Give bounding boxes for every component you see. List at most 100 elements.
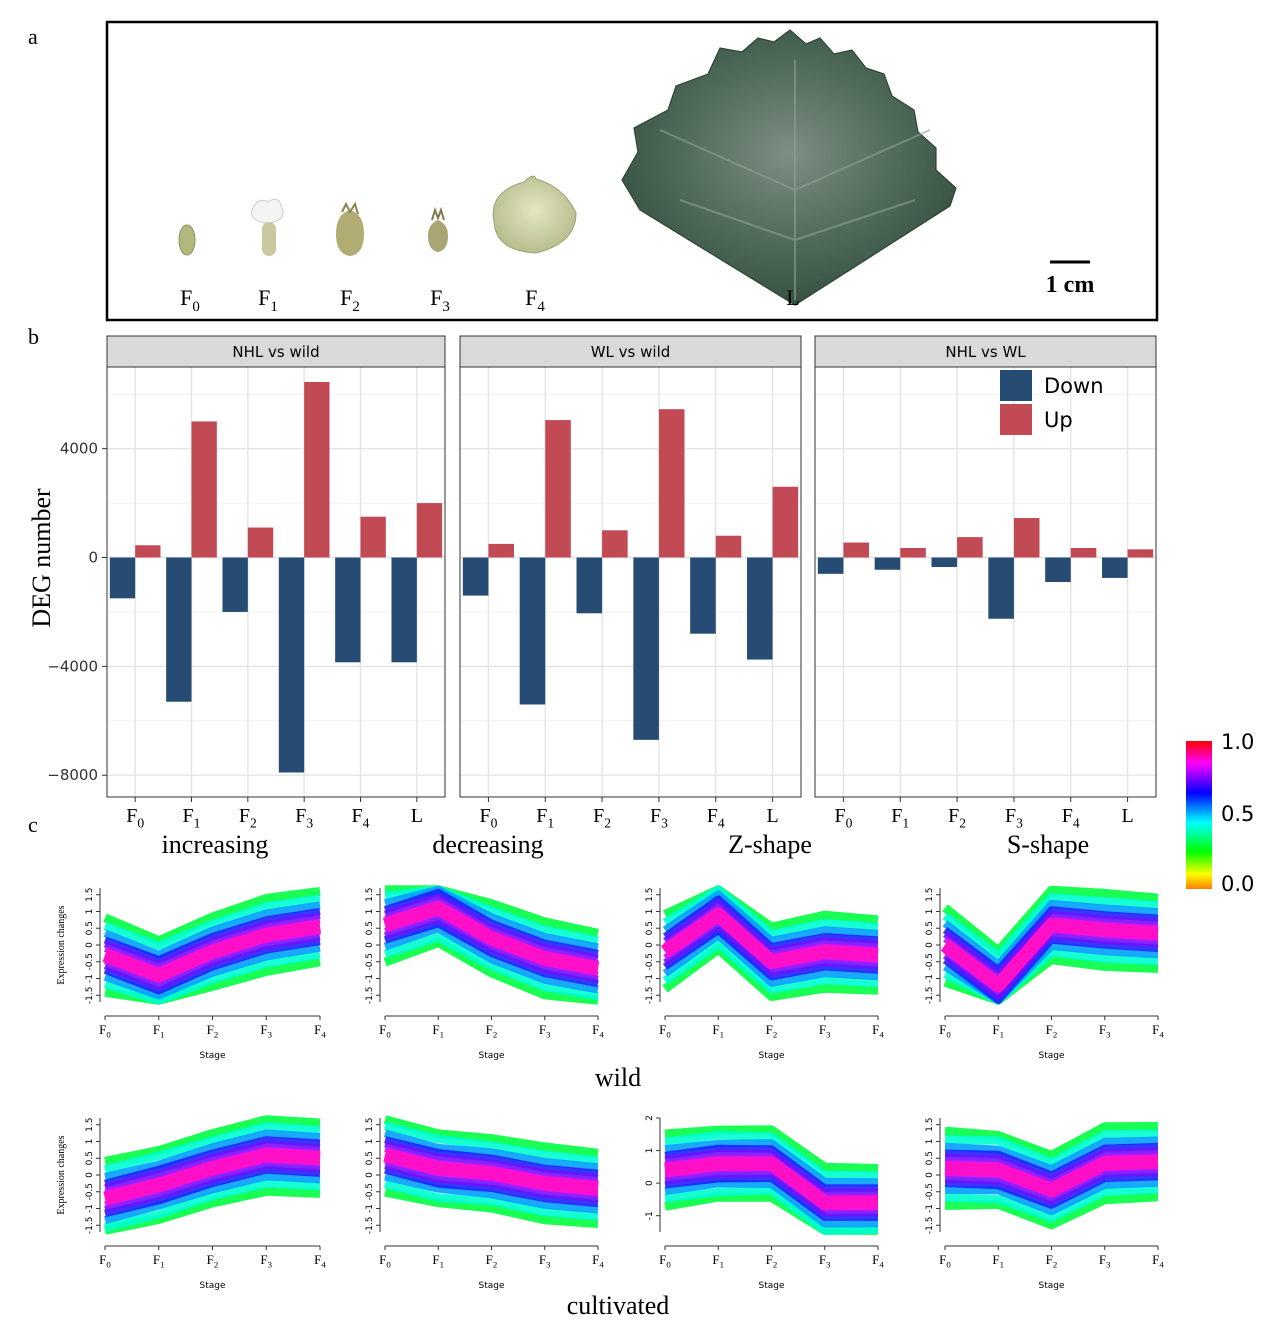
expression-line	[383, 893, 599, 962]
expression-line	[664, 1174, 878, 1221]
specimen-label-4: F4	[525, 285, 545, 315]
expression-line	[104, 1166, 321, 1218]
stage-tick-label-1: F1	[992, 1022, 1004, 1040]
facet-panel-1	[460, 367, 801, 797]
x-tick-label-1-4: F4	[707, 805, 725, 831]
expression-line	[103, 938, 321, 995]
stage-tick-label-3: F3	[260, 1022, 272, 1040]
expression-line	[104, 1140, 321, 1191]
x-tick-label-0-1: F1	[183, 805, 201, 831]
y-tick-label: 1.5	[85, 888, 95, 902]
y-tick-label: -1	[645, 974, 655, 983]
core-expression-line	[940, 917, 1159, 993]
expression-line	[664, 1186, 879, 1235]
stage-tick-label-4: F4	[1152, 1022, 1164, 1040]
stage-tick-label-2: F2	[766, 1252, 778, 1270]
colorbar-tick-label-1: 0.5	[1221, 802, 1254, 826]
expression-line	[944, 1129, 1159, 1167]
stage-tick-label-3: F3	[819, 1252, 831, 1270]
y-tick-label-0: 4000	[60, 440, 98, 458]
core-expression-line	[664, 1156, 878, 1210]
line-panel-wild-2: 1.5 1 0.5 0 -0.5 -1 -1.5 F0 F1 F2 F3 F4 Stage	[645, 885, 884, 1061]
y-tick-label: -1	[925, 1204, 935, 1213]
bar-up-2-4	[1070, 547, 1097, 558]
stage-tick-label-1: F1	[712, 1022, 724, 1040]
stage-axis-label: Stage	[758, 1051, 784, 1061]
stage-tick-label-0: F0	[99, 1022, 111, 1040]
expression-line	[384, 1187, 599, 1229]
facet-strip-0	[106, 335, 446, 368]
y-tick-label: -0.5	[645, 953, 655, 971]
expression-line	[384, 1166, 599, 1208]
bar-down-0-5	[391, 557, 417, 663]
expression-line	[103, 886, 321, 946]
stage-tick-label-1: F1	[432, 1252, 444, 1270]
y-tick-label: 0	[85, 942, 95, 948]
line-panel-cultivated-0: 1.5 1 0.5 0 -0.5 -1 -1.5 F0 F1 F2 F3 F4 Stage Express…	[56, 1115, 326, 1291]
bar-up-1-5	[772, 486, 799, 558]
expression-line	[942, 899, 1159, 969]
x-tick-label-0-5: L	[411, 805, 423, 827]
expression-line-charts: 1.5 1 0.5 0 -0.5 -1 -1.5 F0 F1 F2 F3 F4 Stage Express…	[56, 885, 1164, 1291]
stage-axis-label: Stage	[1038, 1051, 1064, 1061]
bar-down-1-2	[576, 557, 603, 614]
stage-tick-label-4: F4	[872, 1022, 884, 1040]
row-label-wild: wild	[595, 1063, 641, 1092]
expression-line	[103, 933, 321, 990]
expression-line	[664, 1125, 879, 1173]
y-tick-label: 1	[645, 909, 655, 915]
stage-axis-label: Stage	[478, 1051, 504, 1061]
y-tick-label: -1	[85, 974, 95, 983]
facet-frame-0	[106, 366, 446, 798]
expression-line	[384, 1136, 599, 1177]
pattern-title-2: Z-shape	[728, 830, 812, 859]
facet-panel-2	[815, 367, 1156, 797]
y-tick-label: 0	[365, 942, 375, 948]
stage-axis-label: Stage	[199, 1051, 225, 1061]
scale-bar-label: 1 cm	[1046, 272, 1095, 298]
x-tick-label-2-3: F3	[1005, 805, 1023, 831]
stage-tick-label-0: F0	[939, 1022, 951, 1040]
expression-line	[662, 926, 879, 981]
facet-frame-2	[814, 366, 1157, 798]
pattern-title-1: decreasing	[432, 830, 543, 859]
expression-line	[942, 885, 1159, 956]
stage-tick-label-2: F2	[1046, 1252, 1058, 1270]
core-expression-line	[382, 901, 600, 976]
legend-key-up	[1000, 404, 1032, 435]
legend-key-down	[1000, 370, 1032, 401]
panel-label-b: b	[28, 324, 39, 349]
bar-up-1-4	[715, 535, 742, 558]
y-tick-label: 0	[925, 1172, 935, 1178]
y-tick-label: 1.5	[925, 1118, 935, 1132]
specimen-label-3: F3	[430, 285, 450, 315]
y-tick-label: 2	[645, 1115, 655, 1121]
bar-up-0-3	[304, 381, 330, 558]
facet-strip-2	[814, 335, 1157, 368]
y-tick-label: 0	[925, 942, 935, 948]
stage-tick-label-2: F2	[207, 1252, 219, 1270]
expression-line	[104, 1186, 321, 1235]
y-tick-label: -0.5	[365, 953, 375, 971]
stage-tick-label-1: F1	[153, 1252, 165, 1270]
line-panel-cultivated-3: 1.5 1 0.5 0 -0.5 -1 -1.5 F0 F1 F2 F3 F4 Stage	[925, 1118, 1164, 1291]
expression-line	[944, 1185, 1159, 1223]
y-tick-label: 0.5	[85, 1151, 95, 1165]
y-tick-label: 1	[365, 909, 375, 915]
bar-down-1-4	[690, 557, 716, 634]
expression-line	[383, 924, 599, 994]
expression-line	[383, 1121, 599, 1165]
expression-line	[103, 1179, 321, 1232]
stage-tick-label-4: F4	[1152, 1252, 1164, 1270]
y-tick-label: 1.5	[365, 888, 375, 902]
bar-down-2-5	[1102, 557, 1128, 578]
y-tick-label: -1.5	[85, 987, 95, 1005]
panel-a-labels: F0 F1 F2 F3 F4 L	[180, 285, 800, 315]
stage-tick-label-3: F3	[539, 1022, 551, 1040]
y-tick-label: 0.5	[365, 1151, 375, 1165]
expression-line	[384, 915, 599, 983]
facet-title-1: WL vs wild	[591, 343, 671, 361]
y-tick-label: 1	[645, 1148, 655, 1154]
expression-line	[383, 1129, 599, 1172]
